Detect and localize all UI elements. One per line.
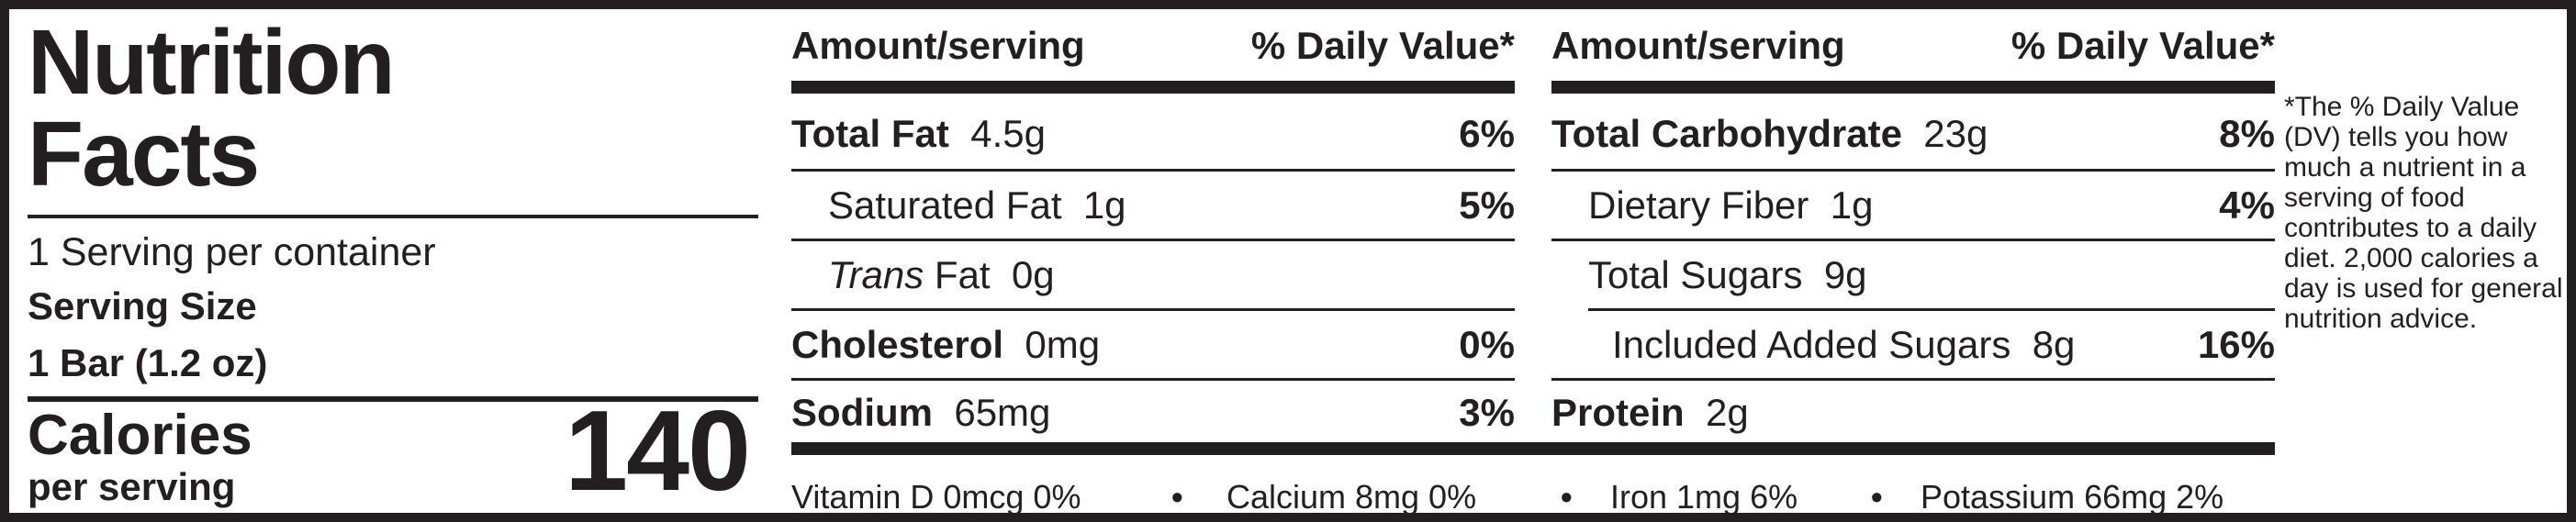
nutrient-amount: 8g bbox=[2032, 323, 2076, 366]
daily-value-footnote: *The % Daily Value (DV) tells you how mu… bbox=[2284, 92, 2563, 334]
vitamin-d: Vitamin D 0mcg 0% bbox=[791, 478, 1081, 516]
row-divider bbox=[1551, 378, 2275, 381]
col2-header-amount: Amount/serving bbox=[1551, 24, 1845, 67]
serving-size-label: Serving Size bbox=[28, 284, 257, 328]
dv-added-sugars: 16% bbox=[2197, 323, 2275, 366]
row-divider bbox=[1551, 239, 2275, 241]
col1-header-dv: % Daily Value* bbox=[1250, 24, 1515, 67]
dv-saturated-fat: 5% bbox=[1459, 183, 1515, 227]
title-line-1: Nutrition bbox=[28, 11, 396, 114]
title-line-2: Facts bbox=[28, 103, 260, 205]
divider-under-title bbox=[28, 215, 758, 218]
nutrient-name: Fat bbox=[934, 253, 991, 296]
col1-thick-rule bbox=[791, 81, 1515, 94]
nutrient-name: Sodium bbox=[791, 391, 933, 434]
row-total-fat: Total Fat 4.5g bbox=[791, 108, 1046, 160]
nutrient-name: Saturated Fat bbox=[828, 183, 1062, 227]
vitamins-thick-rule bbox=[791, 442, 2275, 455]
nutrient-amount: 0mg bbox=[1025, 323, 1101, 366]
nutrient-name-italic: Trans bbox=[828, 253, 924, 296]
servings-per-container: 1 Serving per container bbox=[28, 230, 436, 274]
col2-thick-rule bbox=[1551, 81, 2275, 94]
row-divider bbox=[791, 239, 1515, 241]
nutrient-amount: 9g bbox=[1823, 253, 1867, 296]
nutrient-amount: 23g bbox=[1923, 112, 1988, 155]
nutrient-name: Protein bbox=[1551, 391, 1685, 434]
row-total-sugars: Total Sugars 9g bbox=[1588, 250, 1867, 301]
nutrient-amount: 1g bbox=[1082, 183, 1126, 227]
row-cholesterol: Cholesterol 0mg bbox=[791, 319, 1100, 371]
nutrient-name: Total Fat bbox=[791, 112, 949, 155]
nutrient-name: Cholesterol bbox=[791, 323, 1004, 366]
row-added-sugars: Included Added Sugars 8g bbox=[1612, 319, 2075, 371]
row-trans-fat: Trans Fat 0g bbox=[828, 250, 1055, 301]
row-sodium: Sodium 65mg bbox=[791, 387, 1050, 439]
nutrient-amount: 65mg bbox=[954, 391, 1051, 434]
label-title: Nutrition Facts bbox=[28, 11, 396, 205]
dv-total-carbohydrate: 8% bbox=[2219, 112, 2275, 155]
calories-label: Calories bbox=[28, 404, 252, 467]
nutrient-name: Total Sugars bbox=[1588, 253, 1803, 296]
iron: Iron 1mg 6% bbox=[1610, 478, 1798, 516]
row-protein: Protein 2g bbox=[1551, 387, 1749, 439]
dv-dietary-fiber: 4% bbox=[2219, 183, 2275, 227]
dv-cholesterol: 0% bbox=[1459, 323, 1515, 366]
nutrient-amount: 2g bbox=[1706, 391, 1749, 434]
row-saturated-fat: Saturated Fat 1g bbox=[828, 180, 1126, 231]
nutrient-amount: 4.5g bbox=[970, 112, 1046, 155]
calcium: Calcium 8mg 0% bbox=[1226, 478, 1477, 516]
row-total-carbohydrate: Total Carbohydrate 23g bbox=[1551, 108, 1988, 160]
row-divider bbox=[1551, 169, 2275, 172]
row-divider bbox=[791, 378, 1515, 381]
row-divider bbox=[791, 169, 1515, 172]
divider-above-calories bbox=[28, 396, 758, 402]
row-divider bbox=[791, 308, 1515, 311]
bullet-separator: • bbox=[1561, 478, 1573, 516]
row-divider bbox=[1588, 308, 2275, 311]
col2-header-dv: % Daily Value* bbox=[2010, 24, 2275, 67]
serving-size-value: 1 Bar (1.2 oz) bbox=[28, 341, 268, 384]
dv-sodium: 3% bbox=[1459, 391, 1515, 434]
nutrient-amount: 1g bbox=[1830, 183, 1874, 227]
calories-value: 140 bbox=[565, 388, 751, 515]
row-dietary-fiber: Dietary Fiber 1g bbox=[1588, 180, 1873, 231]
bullet-separator: • bbox=[1171, 478, 1183, 516]
nutrient-name: Included Added Sugars bbox=[1612, 323, 2011, 366]
calories-per-serving: per serving bbox=[28, 465, 236, 508]
potassium: Potassium 66mg 2% bbox=[1921, 478, 2224, 516]
nutrient-name: Dietary Fiber bbox=[1588, 183, 1809, 227]
bullet-separator: • bbox=[1871, 478, 1883, 516]
col1-header-amount: Amount/serving bbox=[791, 24, 1085, 67]
dv-total-fat: 6% bbox=[1459, 112, 1515, 155]
nutrient-amount: 0g bbox=[1011, 253, 1055, 296]
nutrient-name: Total Carbohydrate bbox=[1551, 112, 1902, 155]
